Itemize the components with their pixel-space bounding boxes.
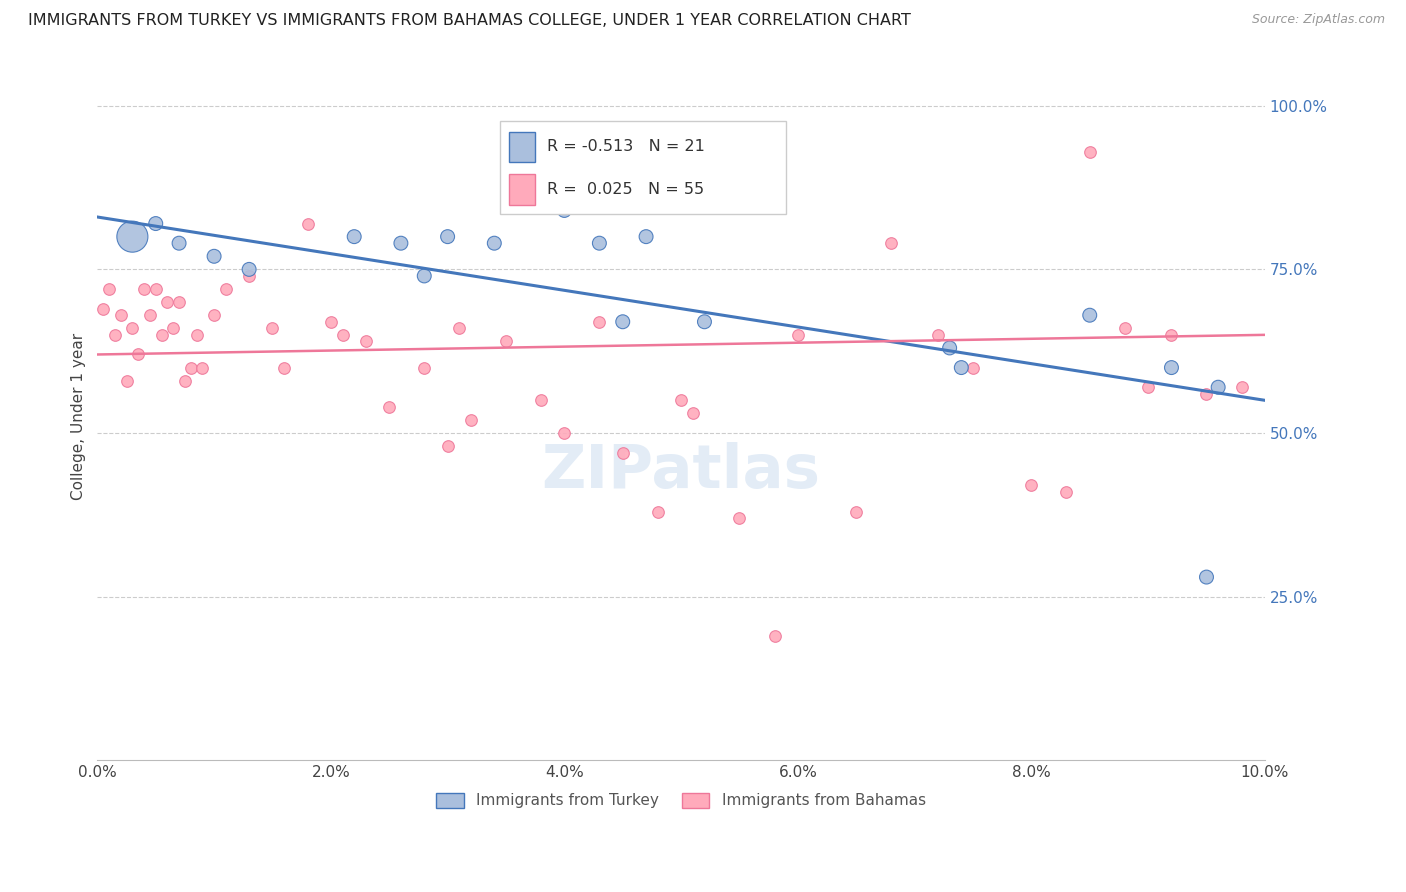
Point <box>553 203 575 218</box>
Point <box>950 360 973 375</box>
Point <box>553 425 575 440</box>
Point <box>647 505 669 519</box>
Point <box>127 347 149 361</box>
Point <box>139 308 162 322</box>
Point <box>612 445 634 459</box>
Point <box>1160 327 1182 342</box>
Point <box>669 393 692 408</box>
Point <box>962 360 984 375</box>
Point <box>262 321 284 335</box>
Point <box>495 334 517 349</box>
Point <box>1195 386 1218 401</box>
Point <box>186 327 208 342</box>
Point <box>121 229 143 244</box>
Point <box>297 217 319 231</box>
Point <box>104 327 127 342</box>
Point <box>332 327 354 342</box>
Point <box>215 282 238 296</box>
Point <box>1078 145 1101 159</box>
Point <box>378 400 401 414</box>
Point <box>1195 570 1218 584</box>
Y-axis label: College, Under 1 year: College, Under 1 year <box>72 333 86 500</box>
Point <box>1206 380 1229 394</box>
Point <box>145 217 167 231</box>
Point <box>612 315 634 329</box>
Point <box>693 315 716 329</box>
Point <box>927 327 949 342</box>
Point <box>132 282 155 296</box>
Point <box>343 229 366 244</box>
Point <box>1054 485 1077 500</box>
Point <box>449 321 471 335</box>
Point <box>588 315 610 329</box>
Point <box>273 360 295 375</box>
Bar <box>509 174 536 204</box>
Point <box>938 341 960 355</box>
Text: Source: ZipAtlas.com: Source: ZipAtlas.com <box>1251 13 1385 27</box>
Bar <box>509 132 536 162</box>
Point <box>162 321 184 335</box>
Point <box>1021 478 1043 492</box>
Point <box>202 249 225 263</box>
Point <box>1160 360 1182 375</box>
Point <box>880 236 903 251</box>
Point <box>91 301 114 316</box>
Point <box>436 439 458 453</box>
Text: R = -0.513   N = 21: R = -0.513 N = 21 <box>547 139 704 154</box>
Point <box>145 282 167 296</box>
Point <box>191 360 214 375</box>
Point <box>728 511 751 525</box>
Text: IMMIGRANTS FROM TURKEY VS IMMIGRANTS FROM BAHAMAS COLLEGE, UNDER 1 YEAR CORRELAT: IMMIGRANTS FROM TURKEY VS IMMIGRANTS FRO… <box>28 13 911 29</box>
Point <box>389 236 412 251</box>
Point <box>238 268 260 283</box>
Point <box>167 295 190 310</box>
Point <box>413 360 436 375</box>
Point <box>460 413 482 427</box>
Point <box>588 236 610 251</box>
Point <box>156 295 179 310</box>
Point <box>115 374 138 388</box>
Point <box>1230 380 1253 394</box>
Point <box>167 236 190 251</box>
Point <box>763 629 786 643</box>
FancyBboxPatch shape <box>501 121 786 214</box>
Point <box>319 315 342 329</box>
Point <box>682 406 704 420</box>
Point <box>1114 321 1136 335</box>
Point <box>150 327 173 342</box>
Point <box>110 308 132 322</box>
Point <box>202 308 225 322</box>
Point <box>180 360 202 375</box>
Point <box>413 268 436 283</box>
Point <box>530 393 553 408</box>
Point <box>354 334 377 349</box>
Point <box>1078 308 1101 322</box>
Point <box>636 229 658 244</box>
Point <box>1137 380 1160 394</box>
Point <box>98 282 121 296</box>
Point <box>786 327 808 342</box>
Point <box>238 262 260 277</box>
Point <box>484 236 506 251</box>
Legend: Immigrants from Turkey, Immigrants from Bahamas: Immigrants from Turkey, Immigrants from … <box>430 787 932 814</box>
Point <box>121 321 143 335</box>
Point <box>436 229 458 244</box>
Text: R =  0.025   N = 55: R = 0.025 N = 55 <box>547 182 704 197</box>
Text: ZIPatlas: ZIPatlas <box>541 442 821 501</box>
Point <box>845 505 868 519</box>
Point <box>174 374 197 388</box>
